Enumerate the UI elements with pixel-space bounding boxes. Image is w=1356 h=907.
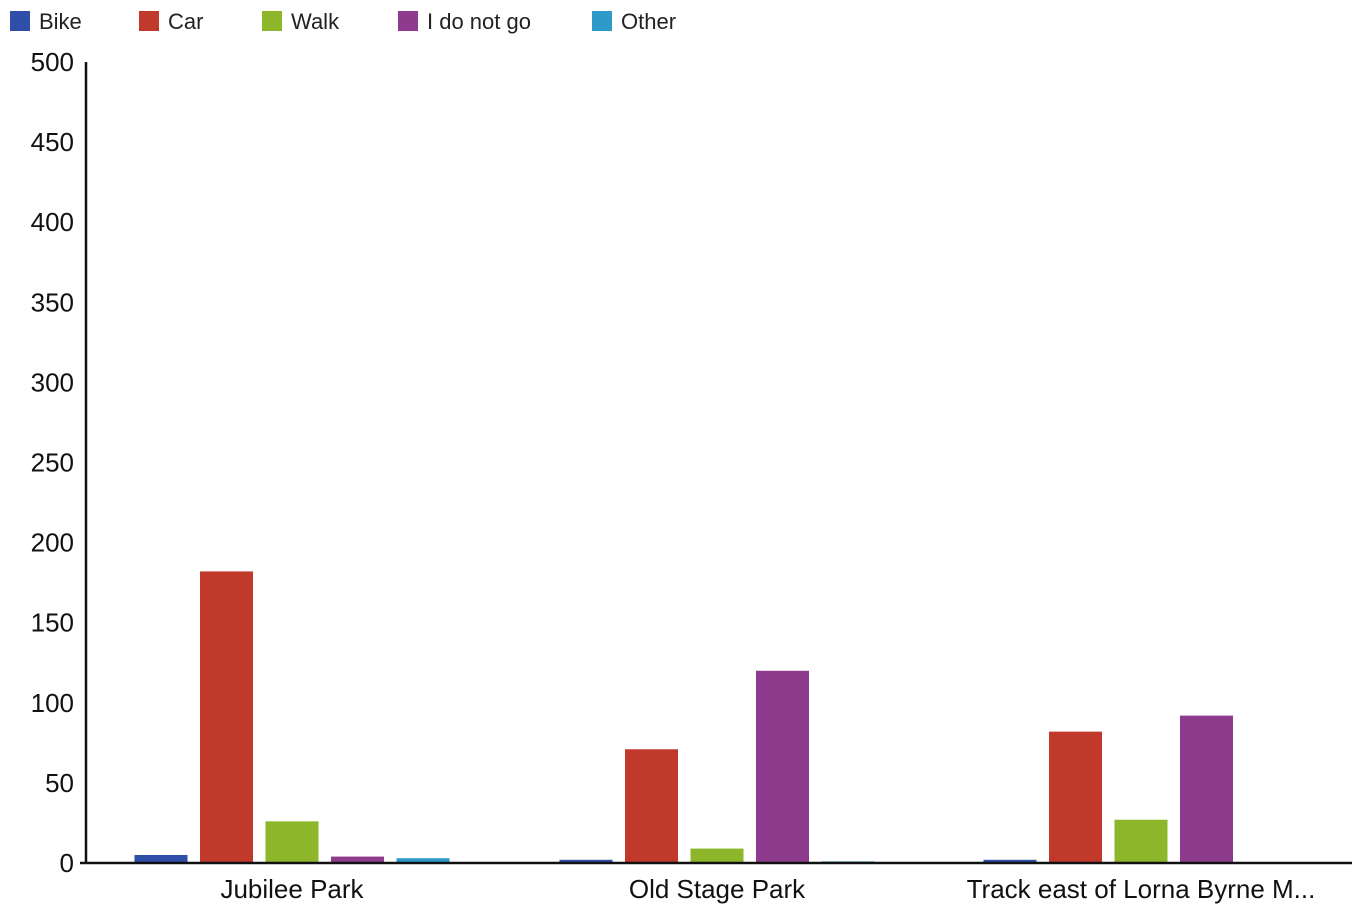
legend-swatch-walk bbox=[262, 11, 282, 31]
bar-car-0 bbox=[200, 571, 253, 863]
y-tick-label: 0 bbox=[60, 848, 74, 878]
y-tick-label: 250 bbox=[31, 448, 74, 478]
bar-other-0 bbox=[396, 858, 450, 863]
bar-car-2 bbox=[1049, 731, 1102, 863]
legend-label-walk: Walk bbox=[291, 9, 340, 34]
legend-swatch-i-do-not-go bbox=[398, 11, 418, 31]
legend-label-other: Other bbox=[621, 9, 676, 34]
legend-swatch-bike bbox=[10, 11, 30, 31]
bar-series-group bbox=[134, 571, 1233, 863]
legend-label-car: Car bbox=[168, 9, 203, 34]
y-axis: 0 50 100 150 200 250 300 350 400 450 500 bbox=[31, 47, 88, 878]
bar-car-1 bbox=[625, 749, 678, 863]
bar-i-do-not-go-0 bbox=[331, 856, 384, 863]
y-tick-label: 300 bbox=[31, 367, 74, 397]
bar-walk-2 bbox=[1114, 819, 1168, 863]
legend-label-i-do-not-go: I do not go bbox=[427, 9, 531, 34]
bar-i-do-not-go-2 bbox=[1180, 715, 1233, 863]
bar-walk-1 bbox=[690, 848, 744, 863]
y-tick-label: 100 bbox=[31, 688, 74, 718]
bar-i-do-not-go-1 bbox=[756, 670, 809, 863]
legend-swatch-other bbox=[592, 11, 612, 31]
y-tick-label: 450 bbox=[31, 127, 74, 157]
y-tick-label: 400 bbox=[31, 207, 74, 237]
bar-bike-0 bbox=[134, 854, 188, 863]
y-tick-label: 150 bbox=[31, 608, 74, 638]
legend-swatch-car bbox=[139, 11, 159, 31]
bar-walk-0 bbox=[265, 821, 319, 863]
y-tick-label: 50 bbox=[45, 768, 74, 798]
x-axis: Jubilee Park Old Stage Park Track east of … bbox=[80, 861, 1352, 904]
y-tick-label: 350 bbox=[31, 287, 74, 317]
x-tick-label: Old Stage Park bbox=[629, 874, 806, 904]
chart-legend: Bike Car Walk I do not go Other bbox=[10, 9, 676, 34]
x-tick-label: Track east of Lorna Byrne M... bbox=[967, 874, 1316, 904]
legend-label-bike: Bike bbox=[39, 9, 82, 34]
y-tick-label: 200 bbox=[31, 528, 74, 558]
bar-bike-2 bbox=[983, 859, 1037, 863]
y-tick-label: 500 bbox=[31, 47, 74, 77]
x-tick-label: Jubilee Park bbox=[220, 874, 364, 904]
bar-bike-1 bbox=[559, 859, 613, 863]
